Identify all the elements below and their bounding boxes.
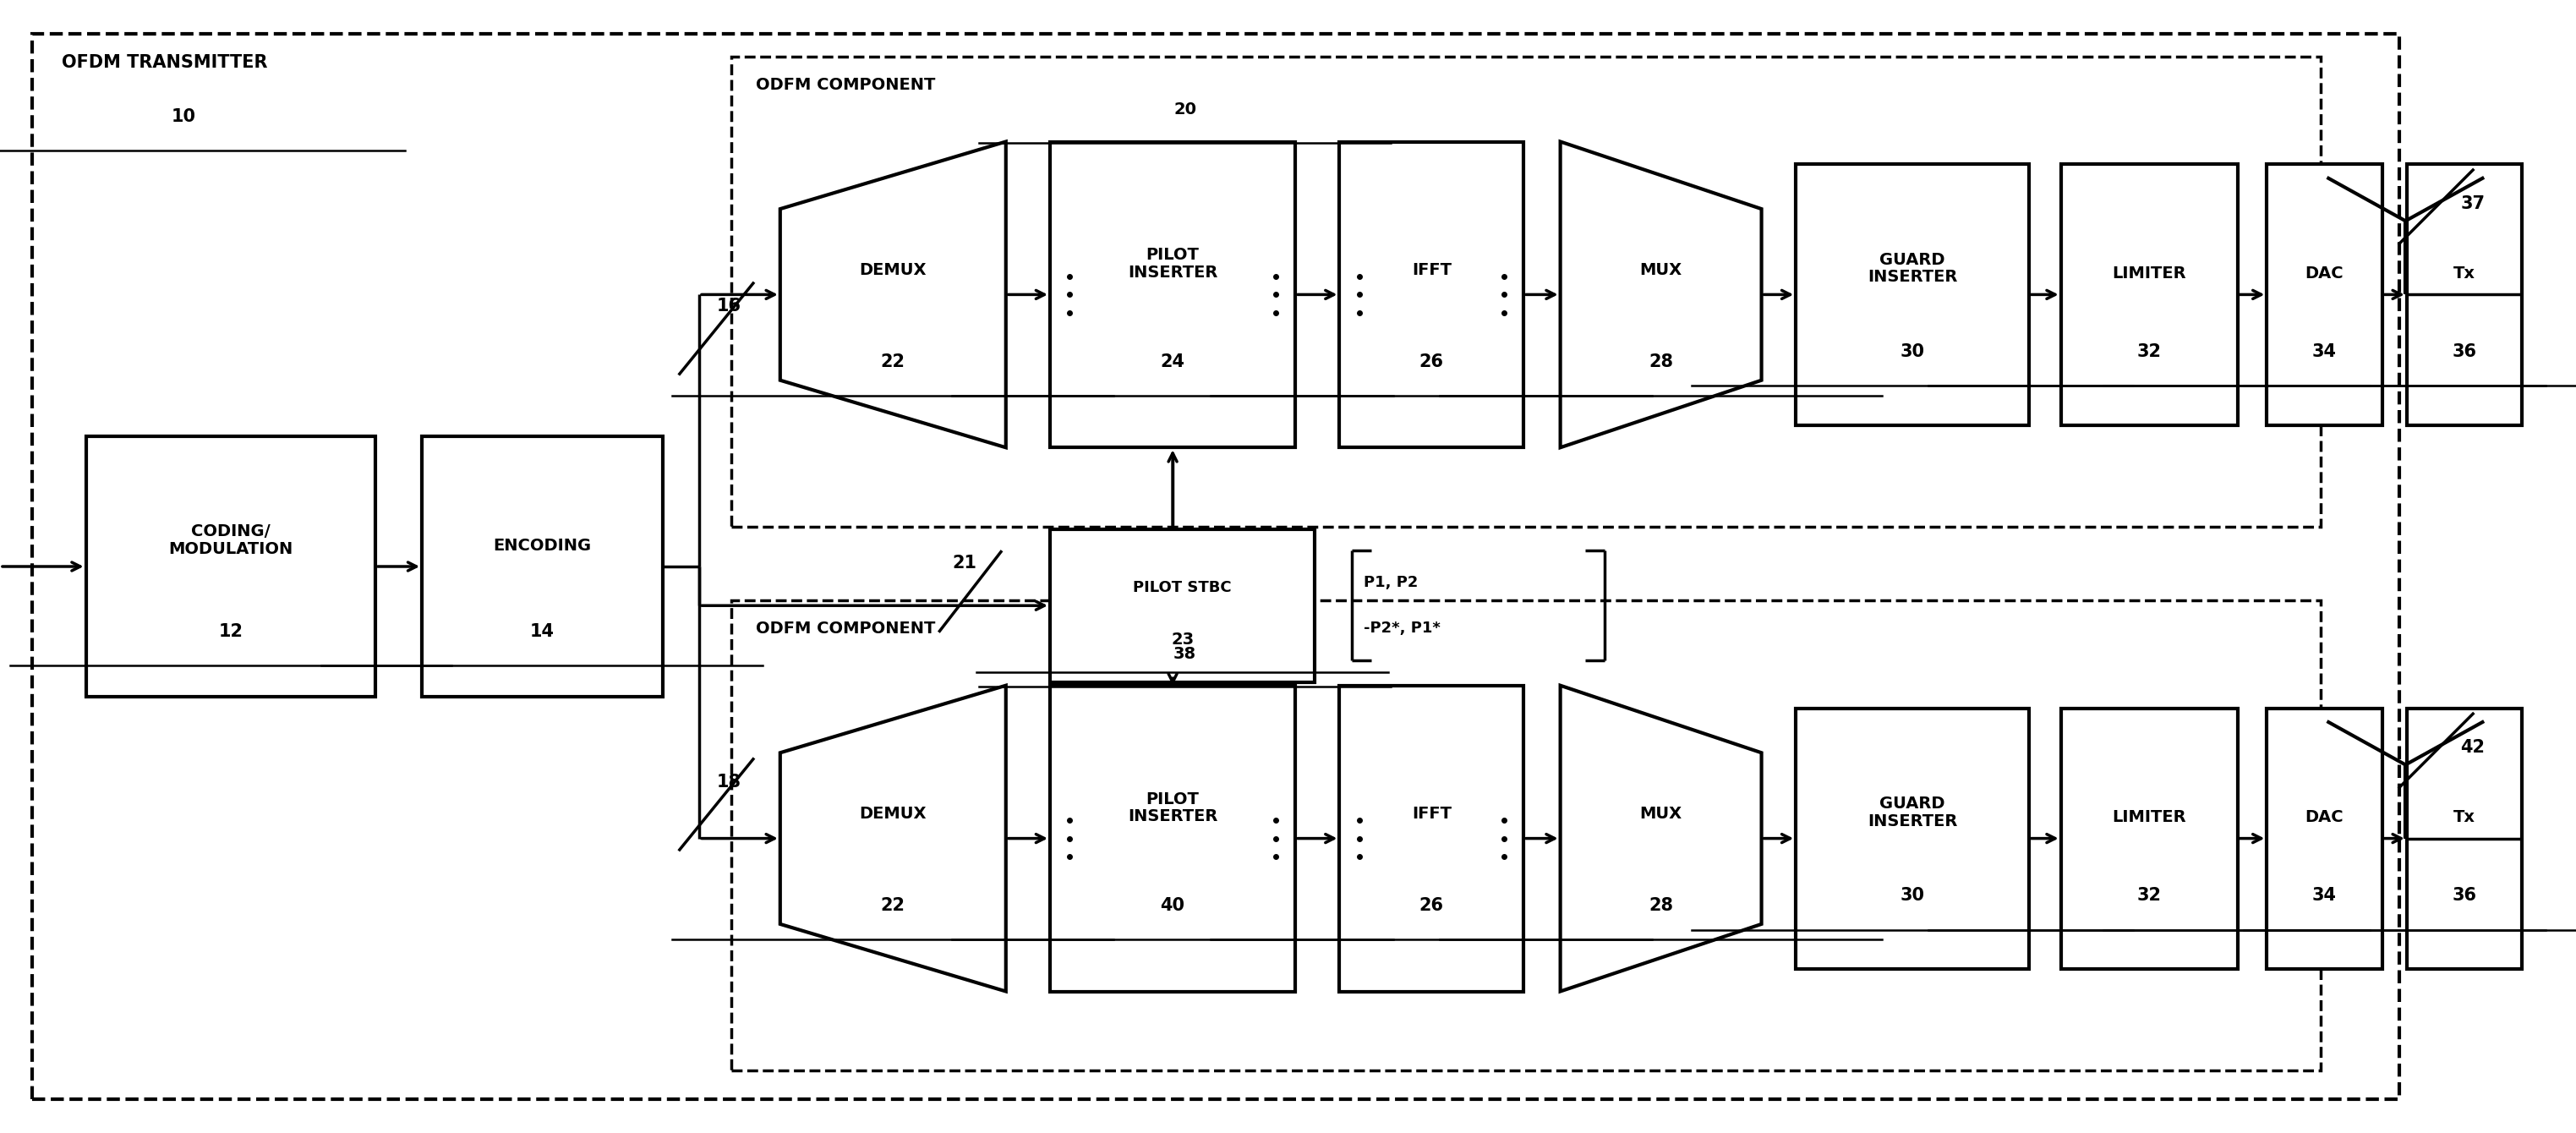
Polygon shape: [1795, 708, 2030, 969]
Text: GUARD
INSERTER: GUARD INSERTER: [1868, 795, 1958, 829]
Text: GUARD
INSERTER: GUARD INSERTER: [1868, 252, 1958, 286]
Polygon shape: [781, 142, 1005, 448]
Text: 36: 36: [2452, 343, 2476, 360]
Text: 28: 28: [1649, 353, 1674, 370]
Polygon shape: [732, 600, 2321, 1071]
Text: ODFM COMPONENT: ODFM COMPONENT: [755, 621, 935, 637]
Text: PILOT STBC: PILOT STBC: [1133, 580, 1231, 595]
Text: 26: 26: [1419, 353, 1443, 370]
Text: 34: 34: [2313, 887, 2336, 904]
Text: MUX: MUX: [1641, 262, 1682, 278]
Text: 38: 38: [1175, 646, 1195, 662]
Polygon shape: [31, 34, 2398, 1099]
Text: LIMITER: LIMITER: [2112, 810, 2187, 826]
Text: 20: 20: [1175, 102, 1195, 118]
Text: 16: 16: [716, 298, 742, 314]
Polygon shape: [781, 685, 1005, 991]
Text: DAC: DAC: [2306, 810, 2344, 826]
Text: P1, P2: P1, P2: [1365, 576, 1419, 590]
Polygon shape: [732, 57, 2321, 527]
Text: 32: 32: [2138, 343, 2161, 360]
Text: 30: 30: [1901, 343, 1924, 360]
Text: 26: 26: [1419, 897, 1443, 914]
Polygon shape: [1561, 685, 1762, 991]
Text: Tx: Tx: [2452, 810, 2476, 826]
Polygon shape: [85, 436, 376, 697]
Text: MUX: MUX: [1641, 806, 1682, 821]
Text: 18: 18: [716, 774, 742, 790]
Polygon shape: [2061, 164, 2239, 425]
Text: 23: 23: [1172, 631, 1193, 647]
Polygon shape: [1340, 685, 1522, 991]
Text: 42: 42: [2460, 740, 2486, 756]
Text: 10: 10: [173, 109, 196, 125]
Text: 32: 32: [2138, 887, 2161, 904]
Text: 22: 22: [881, 897, 904, 914]
Text: 21: 21: [953, 555, 976, 571]
Polygon shape: [422, 436, 662, 697]
Polygon shape: [1795, 164, 2030, 425]
Text: 36: 36: [2452, 887, 2476, 904]
Polygon shape: [2267, 708, 2383, 969]
Polygon shape: [2406, 708, 2522, 969]
Polygon shape: [1340, 142, 1522, 448]
Polygon shape: [1561, 142, 1762, 448]
Polygon shape: [1051, 529, 1314, 682]
Polygon shape: [2406, 164, 2522, 425]
Text: Tx: Tx: [2452, 266, 2476, 282]
Polygon shape: [1051, 685, 1296, 991]
Text: 28: 28: [1649, 897, 1674, 914]
Text: DEMUX: DEMUX: [860, 262, 927, 278]
Polygon shape: [1051, 142, 1296, 448]
Text: DEMUX: DEMUX: [860, 806, 927, 821]
Text: ENCODING: ENCODING: [492, 538, 592, 554]
Text: 12: 12: [219, 623, 242, 640]
Text: 24: 24: [1159, 353, 1185, 370]
Text: DAC: DAC: [2306, 266, 2344, 282]
Text: OFDM TRANSMITTER: OFDM TRANSMITTER: [62, 54, 268, 71]
Polygon shape: [2267, 164, 2383, 425]
Text: IFFT: IFFT: [1412, 262, 1450, 278]
Text: 30: 30: [1901, 887, 1924, 904]
Text: PILOT
INSERTER: PILOT INSERTER: [1128, 791, 1218, 825]
Text: ODFM COMPONENT: ODFM COMPONENT: [755, 77, 935, 93]
Text: 40: 40: [1159, 897, 1185, 914]
Text: PILOT
INSERTER: PILOT INSERTER: [1128, 247, 1218, 281]
Text: CODING/
MODULATION: CODING/ MODULATION: [167, 523, 294, 557]
Text: LIMITER: LIMITER: [2112, 266, 2187, 282]
Polygon shape: [2061, 708, 2239, 969]
Text: 34: 34: [2313, 343, 2336, 360]
Text: 37: 37: [2460, 196, 2486, 212]
Text: -P2*, P1*: -P2*, P1*: [1365, 621, 1440, 636]
Text: 22: 22: [881, 353, 904, 370]
Text: IFFT: IFFT: [1412, 806, 1450, 821]
Text: 14: 14: [531, 623, 554, 640]
